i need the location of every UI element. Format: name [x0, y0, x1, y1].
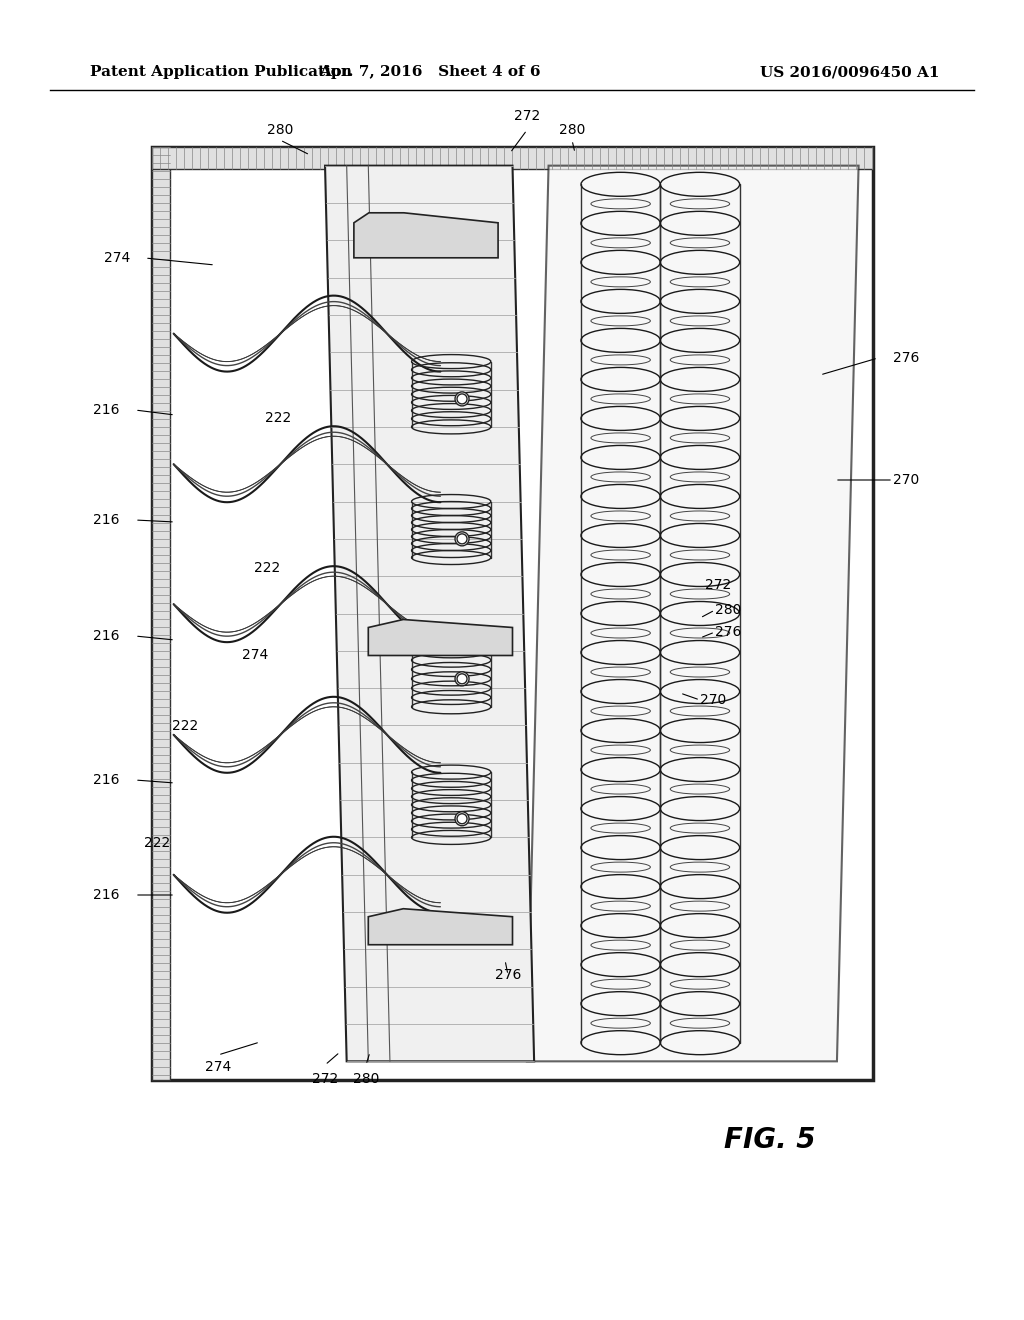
- Text: 272: 272: [705, 578, 731, 591]
- Text: 272: 272: [514, 110, 540, 123]
- Text: Patent Application Publication: Patent Application Publication: [90, 65, 352, 79]
- Bar: [152, 147, 873, 169]
- Circle shape: [455, 532, 469, 546]
- Text: 276: 276: [715, 624, 741, 639]
- Circle shape: [455, 392, 469, 407]
- Circle shape: [457, 533, 467, 544]
- Text: 222: 222: [254, 561, 281, 576]
- Text: 274: 274: [205, 1060, 231, 1074]
- Polygon shape: [369, 908, 512, 945]
- Text: 216: 216: [93, 513, 120, 527]
- Text: 270: 270: [700, 693, 726, 708]
- Polygon shape: [325, 166, 535, 1061]
- Text: 216: 216: [93, 774, 120, 787]
- Circle shape: [455, 812, 469, 826]
- Text: 222: 222: [172, 719, 198, 733]
- Circle shape: [457, 393, 467, 404]
- Text: 274: 274: [103, 251, 130, 265]
- Text: 280: 280: [267, 123, 293, 137]
- Polygon shape: [354, 213, 498, 257]
- Text: 216: 216: [93, 630, 120, 643]
- Text: 222: 222: [143, 836, 170, 850]
- Circle shape: [455, 672, 469, 686]
- Text: 280: 280: [715, 603, 741, 616]
- Circle shape: [457, 673, 467, 684]
- Text: 222: 222: [265, 411, 291, 425]
- Bar: [152, 147, 170, 1080]
- Text: FIG. 5: FIG. 5: [724, 1126, 816, 1154]
- Text: US 2016/0096450 A1: US 2016/0096450 A1: [761, 65, 940, 79]
- Text: 276: 276: [893, 351, 920, 366]
- Text: 270: 270: [893, 473, 920, 487]
- Text: Apr. 7, 2016   Sheet 4 of 6: Apr. 7, 2016 Sheet 4 of 6: [319, 65, 541, 79]
- Text: 280: 280: [559, 123, 585, 137]
- Polygon shape: [527, 166, 858, 1061]
- Text: 274: 274: [242, 648, 268, 663]
- Text: 216: 216: [93, 403, 120, 417]
- Text: 272: 272: [312, 1072, 338, 1086]
- Text: 276: 276: [495, 968, 521, 982]
- Circle shape: [457, 813, 467, 824]
- Bar: [152, 147, 873, 1080]
- Text: 280: 280: [353, 1072, 379, 1086]
- Polygon shape: [369, 619, 512, 656]
- Text: 216: 216: [93, 888, 120, 902]
